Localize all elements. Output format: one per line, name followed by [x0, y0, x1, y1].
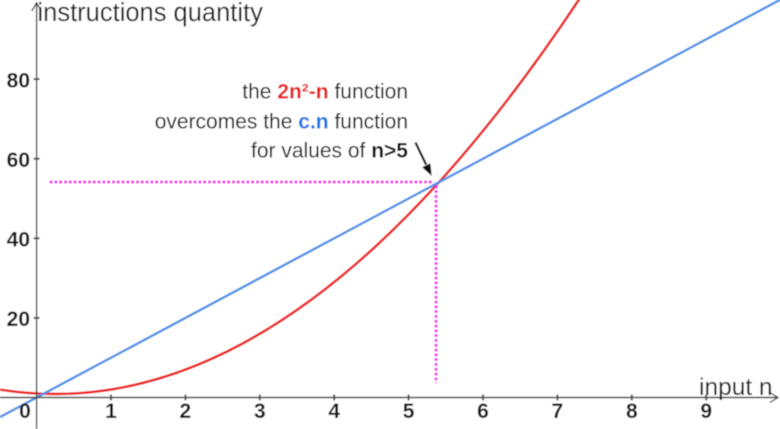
svg-text:2: 2 [180, 400, 192, 423]
svg-text:0: 0 [19, 400, 31, 423]
svg-text:80: 80 [7, 70, 30, 93]
svg-text:4: 4 [328, 400, 340, 423]
svg-text:input n: input n [699, 374, 773, 401]
svg-text:1: 1 [105, 400, 117, 423]
svg-text:overcomes the c.n function: overcomes the c.n function [155, 111, 408, 134]
svg-text:instructions quantity: instructions quantity [38, 0, 264, 27]
svg-text:3: 3 [254, 400, 266, 423]
svg-text:for values of n>5: for values of n>5 [251, 140, 408, 163]
svg-text:6: 6 [477, 400, 489, 423]
svg-text:7: 7 [552, 400, 564, 423]
svg-text:9: 9 [700, 400, 712, 423]
svg-text:60: 60 [7, 149, 30, 172]
svg-text:20: 20 [7, 308, 30, 331]
svg-text:8: 8 [626, 400, 638, 423]
svg-text:40: 40 [7, 229, 30, 252]
svg-text:the 2n²-n function: the 2n²-n function [242, 81, 408, 104]
svg-text:5: 5 [403, 400, 415, 423]
